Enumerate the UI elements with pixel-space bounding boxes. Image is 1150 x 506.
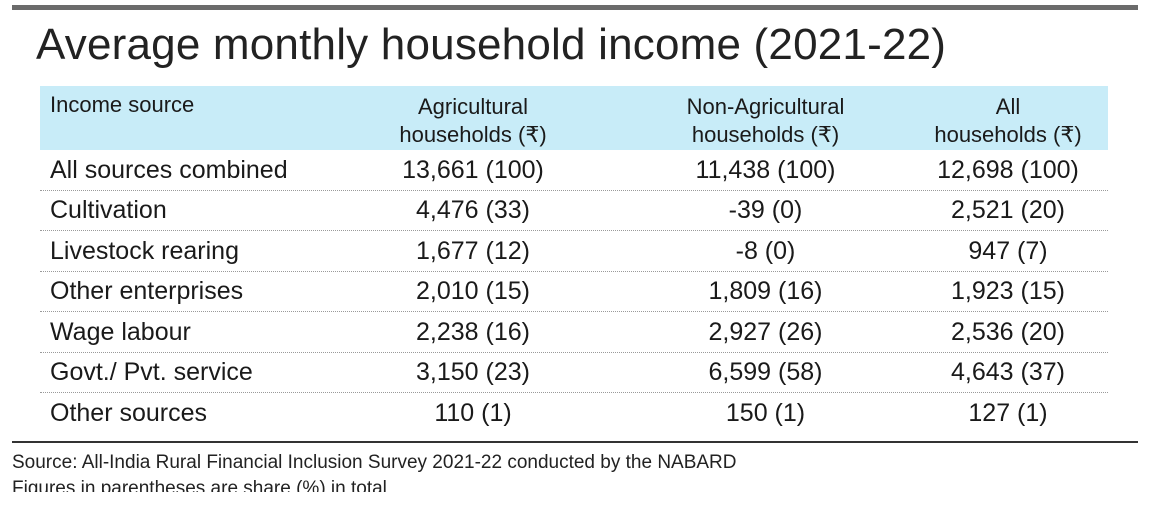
- all-households-cell: 1,923 (15): [951, 277, 1065, 306]
- agricultural-cell: 4,476 (33): [416, 196, 530, 225]
- bottom-rule: [12, 441, 1138, 443]
- table-row: Wage labour 2,238 (16) 2,927 (26) 2,536 (20…: [40, 312, 1108, 353]
- non-agricultural-cell: 6,599 (58): [708, 358, 823, 387]
- share-note: Figures in parentheses are share (%) in …: [12, 478, 387, 492]
- table-body: All sources combined 13,661 (100) 11,438 (…: [40, 150, 1108, 434]
- agricultural-cell: 13,661 (100): [402, 155, 544, 184]
- all-households-cell: 2,536 (20): [951, 317, 1065, 346]
- table-row: All sources combined 13,661 (100) 11,438 (…: [40, 150, 1108, 191]
- income-source-cell: Govt./ Pvt. service: [50, 358, 253, 387]
- footer-clip: Source: All-India Rural Financial Inclus…: [12, 450, 737, 492]
- header-non-agricultural: Non-Agricultural households (₹): [623, 86, 908, 150]
- non-agricultural-cell: 11,438 (100): [695, 155, 836, 184]
- header-agricultural-line2: households (₹): [399, 121, 547, 147]
- income-source-cell: Other enterprises: [50, 277, 244, 306]
- chart-title: Average monthly household income (2021-2…: [36, 20, 947, 69]
- agricultural-cell: 1,677 (12): [416, 236, 530, 265]
- header-non-agricultural-line1: Non-Agricultural: [686, 93, 845, 119]
- all-households-cell: 947 (7): [968, 236, 1048, 265]
- income-source-cell: Other sources: [50, 399, 208, 428]
- income-source-cell: Cultivation: [50, 196, 167, 225]
- header-agricultural: Agricultural households (₹): [323, 86, 623, 150]
- table-row: Govt./ Pvt. service 3,150 (23) 6,599 (58) 4…: [40, 353, 1108, 393]
- income-table: Income source Agricultural households (₹…: [40, 86, 1108, 434]
- non-agricultural-cell: 150 (1): [725, 399, 806, 428]
- table-row: Other sources 110 (1) 150 (1) 127 (1): [40, 393, 1108, 434]
- agricultural-cell: 2,238 (16): [416, 317, 530, 346]
- income-source-cell: All sources combined: [50, 155, 288, 184]
- top-rule: [12, 5, 1138, 10]
- header-income-source: Income source: [40, 86, 323, 150]
- table-header: Income source Agricultural households (₹…: [40, 86, 1108, 150]
- header-all: All households (₹): [908, 86, 1108, 150]
- source-note: Source: All-India Rural Financial Inclus…: [12, 452, 737, 473]
- agricultural-cell: 3,150 (23): [416, 358, 530, 387]
- header-non-agricultural-line2: households (₹): [691, 121, 840, 147]
- agricultural-cell: 110 (1): [434, 399, 512, 428]
- table-row: Livestock rearing 1,677 (12) -8 (0) 947 (7): [40, 231, 1108, 272]
- header-all-line1: All: [995, 93, 1021, 119]
- header-agricultural-line1: Agricultural: [417, 93, 529, 119]
- all-households-cell: 2,521 (20): [951, 196, 1065, 225]
- income-source-cell: Livestock rearing: [50, 236, 239, 265]
- agricultural-cell: 2,010 (15): [416, 277, 530, 306]
- non-agricultural-cell: -39 (0): [728, 196, 803, 225]
- all-households-cell: 4,643 (37): [951, 358, 1065, 387]
- income-source-cell: Wage labour: [50, 317, 191, 346]
- non-agricultural-cell: 1,809 (16): [708, 277, 823, 306]
- table-row: Cultivation 4,476 (33) -39 (0) 2,521 (20): [40, 191, 1108, 231]
- all-households-cell: 127 (1): [968, 399, 1048, 428]
- non-agricultural-cell: 2,927 (26): [708, 317, 823, 346]
- all-households-cell: 12,698 (100): [937, 155, 1079, 184]
- table-row: Other enterprises 2,010 (15) 1,809 (16) 1,9…: [40, 272, 1108, 312]
- footer: Source: All-India Rural Financial Inclus…: [12, 450, 737, 492]
- non-agricultural-cell: -8 (0): [735, 236, 796, 265]
- header-income-source-label: Income source: [50, 92, 195, 117]
- header-all-line2: households (₹): [934, 121, 1082, 147]
